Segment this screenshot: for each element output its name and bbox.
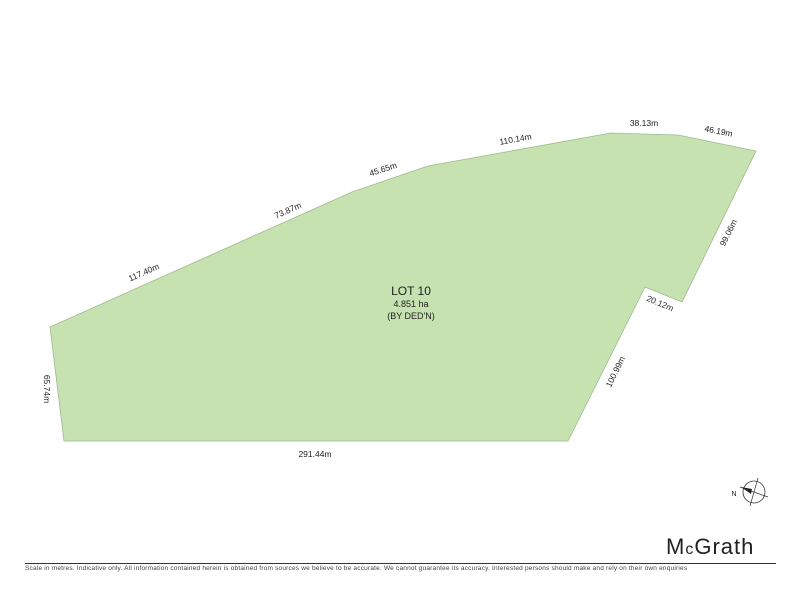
- dimension-north-3: 38.13m: [630, 118, 658, 128]
- lot-note: (BY DED'N): [387, 311, 435, 321]
- logo-m: M: [666, 534, 686, 559]
- dimension-north-1: 45.65m: [368, 160, 398, 178]
- lot-name: LOT 10: [391, 284, 431, 298]
- dimension-bottom: 291.44m: [298, 449, 331, 459]
- dimension-northeast: 46.19m: [704, 123, 734, 138]
- footer-divider: [25, 563, 776, 564]
- north-label: N: [731, 491, 736, 498]
- dimension-left: 65.74m: [42, 375, 52, 403]
- north-arrow-icon: [739, 477, 769, 507]
- lot-boundary: [49, 132, 757, 442]
- lot-area: 4.851 ha: [393, 299, 428, 309]
- logo-rest: Grath: [694, 534, 755, 559]
- mcgrath-logo: McGrath: [666, 534, 754, 560]
- disclaimer-text: Scale in metres. Indicative only. All in…: [25, 565, 688, 572]
- dimension-north-2: 110.14m: [499, 131, 533, 146]
- logo-small-c: c: [685, 541, 695, 558]
